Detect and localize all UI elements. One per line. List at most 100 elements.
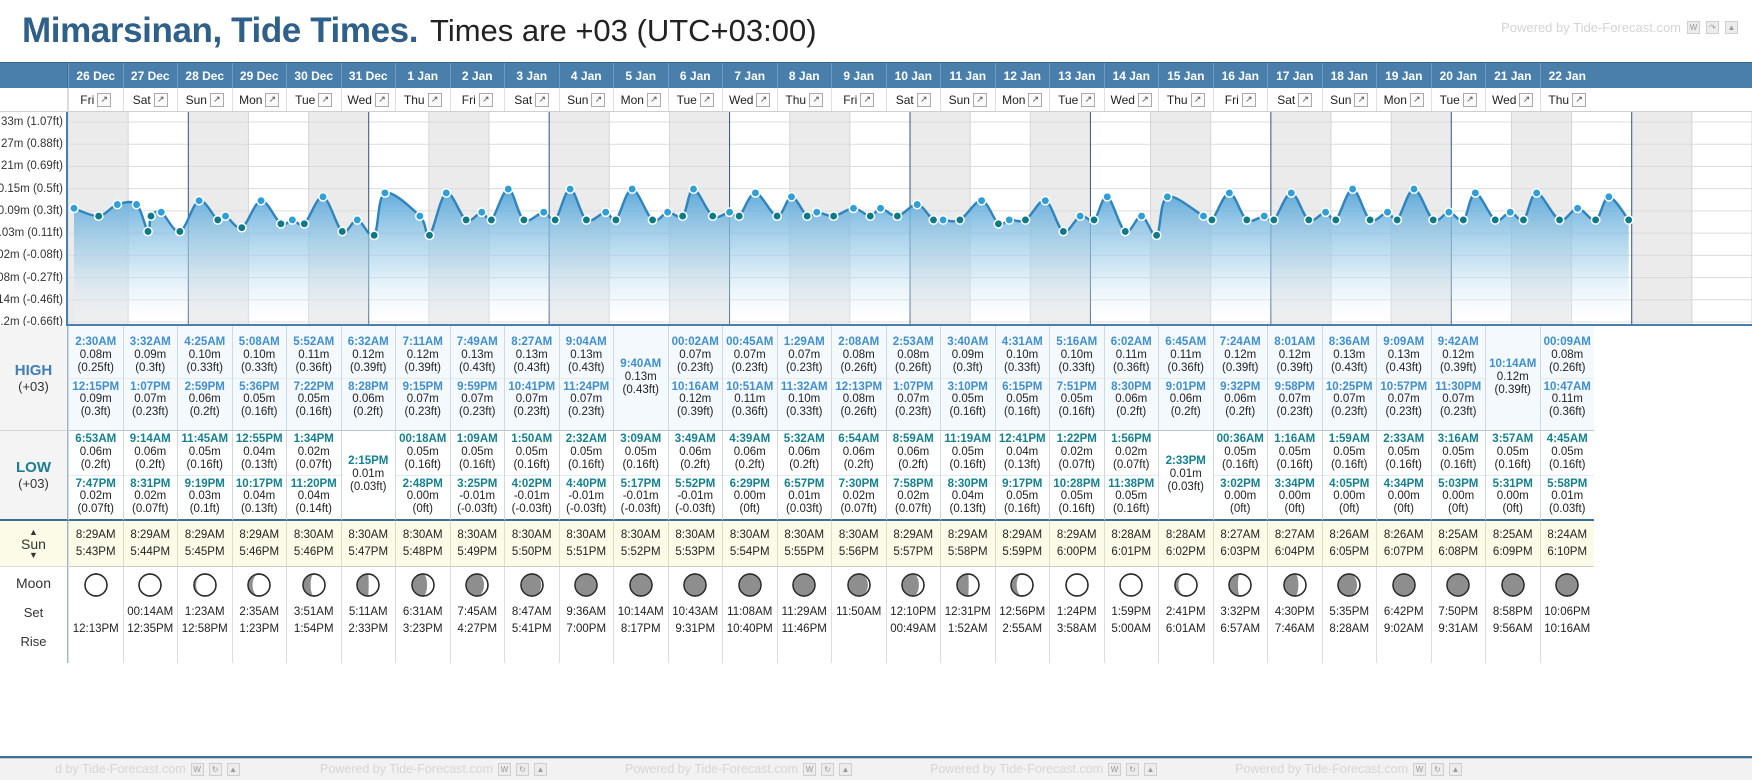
date-header-cell[interactable]: 4 Jan xyxy=(558,63,614,88)
footer-up-icon[interactable]: ▲ xyxy=(1449,762,1462,776)
expand-day-icon[interactable]: ↗ xyxy=(756,92,771,107)
expand-day-icon[interactable]: ↗ xyxy=(972,92,987,107)
date-header-cell[interactable]: 31 Dec xyxy=(340,63,396,88)
expand-day-icon[interactable]: ↗ xyxy=(1298,92,1313,107)
low-tide-event: 7:58PM 0.02m (0.07ft) xyxy=(886,474,940,520)
date-header-cell[interactable]: 16 Jan xyxy=(1212,63,1268,88)
expand-day-icon[interactable]: ↗ xyxy=(916,92,931,107)
expand-day-icon[interactable]: ↗ xyxy=(265,92,280,107)
moon-phase-icon xyxy=(629,573,653,597)
up-icon[interactable]: ▲ xyxy=(1725,21,1738,34)
tide-height-feet: (0.1ft) xyxy=(189,503,220,516)
footer-refresh-icon[interactable]: ↻ xyxy=(208,762,222,776)
expand-day-icon[interactable]: ↗ xyxy=(97,92,112,107)
sunset-time: 5:49PM xyxy=(457,545,498,558)
tide-height-metric: 0.05m xyxy=(297,393,330,406)
sun-times-cell: 8:30AM 5:46PM xyxy=(286,521,341,567)
footer-up-icon[interactable]: ▲ xyxy=(534,762,547,776)
tide-height-metric: 0.08m xyxy=(1551,348,1584,361)
expand-day-icon[interactable]: ↗ xyxy=(1137,92,1152,107)
low-tide-point xyxy=(1458,214,1469,225)
date-header-cell[interactable]: 6 Jan xyxy=(667,63,723,88)
footer-refresh-icon[interactable]: ↻ xyxy=(1126,762,1139,776)
low-tide-timezone: (+03) xyxy=(18,476,49,491)
footer-up-icon[interactable]: ▲ xyxy=(226,762,240,776)
expand-day-icon[interactable]: ↗ xyxy=(153,92,168,107)
tide-time: 9:09AM xyxy=(1383,335,1425,348)
expand-day-icon[interactable]: ↗ xyxy=(535,92,550,107)
date-header-cell[interactable]: 10 Jan xyxy=(885,63,941,88)
date-header-cell[interactable]: 17 Jan xyxy=(1267,63,1322,88)
expand-day-icon[interactable]: ↗ xyxy=(1572,92,1587,107)
date-header-cell[interactable]: 14 Jan xyxy=(1103,63,1159,88)
date-header-cell[interactable]: 15 Jan xyxy=(1158,63,1213,88)
date-header-cell[interactable]: 9 Jan xyxy=(831,63,886,88)
date-header-cell[interactable]: 5 Jan xyxy=(613,63,668,88)
sunset-time: 5:47PM xyxy=(348,545,389,558)
expand-day-icon[interactable]: ↗ xyxy=(646,92,661,107)
expand-day-icon[interactable]: ↗ xyxy=(1354,92,1369,107)
low-tide-point xyxy=(610,214,621,225)
low-tide-event: 3:09AM 0.05m (0.16ft) xyxy=(614,431,668,475)
expand-day-icon[interactable]: ↗ xyxy=(427,92,442,107)
date-header-cell[interactable]: 12 Jan xyxy=(994,63,1050,88)
tide-time: 2:33PM xyxy=(1165,455,1206,468)
expand-day-icon[interactable]: ↗ xyxy=(860,92,875,107)
expand-day-icon[interactable]: ↗ xyxy=(209,92,224,107)
date-header-cell[interactable]: 27 Dec xyxy=(122,63,178,88)
tide-time: 1:56PM xyxy=(1111,432,1152,445)
date-header-cell[interactable]: 3 Jan xyxy=(504,63,559,88)
expand-day-icon[interactable]: ↗ xyxy=(1409,92,1424,107)
expand-day-icon[interactable]: ↗ xyxy=(1028,92,1043,107)
refresh-icon[interactable]: ↷ xyxy=(1706,21,1719,34)
date-header-cell[interactable]: 30 Dec xyxy=(286,63,341,88)
date-header-cell[interactable]: 29 Dec xyxy=(231,63,287,88)
tide-height-metric: 0.12m xyxy=(1496,371,1529,384)
weekday-label: Tue xyxy=(1058,92,1079,107)
expand-day-icon[interactable]: ↗ xyxy=(478,92,493,107)
expand-day-icon[interactable]: ↗ xyxy=(1190,92,1205,107)
expand-day-icon[interactable]: ↗ xyxy=(374,92,389,107)
date-header-cell[interactable]: 8 Jan xyxy=(776,63,832,88)
expand-day-icon[interactable]: ↗ xyxy=(318,92,333,107)
footer-refresh-icon[interactable]: ↻ xyxy=(821,762,834,776)
date-header-cell[interactable]: 28 Dec xyxy=(177,63,232,88)
footer-up-icon[interactable]: ▲ xyxy=(1144,762,1157,776)
expand-day-icon[interactable]: ↗ xyxy=(809,92,824,107)
expand-day-icon[interactable]: ↗ xyxy=(1462,92,1477,107)
expand-day-icon[interactable]: ↗ xyxy=(1241,92,1256,107)
sun-cells: 8:29AM 5:43PM 8:29AM 5:44PM 8:29AM 5:45PM 8:29… xyxy=(68,521,1594,567)
date-header-cell[interactable]: 11 Jan xyxy=(940,63,995,88)
tide-height-metric: 0.02m xyxy=(134,490,167,503)
date-header-cell[interactable]: 22 Jan xyxy=(1539,63,1595,88)
footer-refresh-icon[interactable]: ↻ xyxy=(1431,762,1444,776)
tide-height-metric: 0.02m xyxy=(842,490,875,503)
date-header-cell[interactable]: 19 Jan xyxy=(1376,63,1431,88)
moonrise-time: 6:01AM xyxy=(1165,623,1206,636)
date-header-cell[interactable]: 2 Jan xyxy=(449,63,505,88)
date-header-cell[interactable]: 13 Jan xyxy=(1049,63,1104,88)
moon-phase-icon xyxy=(356,573,380,597)
date-header-cell[interactable]: 18 Jan xyxy=(1321,63,1377,88)
footer-brand: d by Tide-Forecast.com W ↻ ▲ xyxy=(55,762,240,776)
tide-time: 10:14AM xyxy=(1489,358,1537,371)
expand-day-icon[interactable]: ↗ xyxy=(1519,92,1534,107)
footer-refresh-icon[interactable]: ↻ xyxy=(516,762,529,776)
date-header-cell[interactable]: 26 Dec xyxy=(68,63,123,88)
expand-day-icon[interactable]: ↗ xyxy=(1081,92,1096,107)
expand-day-icon[interactable]: ↗ xyxy=(699,92,714,107)
tide-time: 10:41PM xyxy=(508,380,556,393)
date-header-cell[interactable]: 7 Jan xyxy=(722,63,777,88)
expand-day-icon[interactable]: ↗ xyxy=(591,92,606,107)
low-tide-column: 3:57AM 0.05m (0.16ft) 5:31PM 0.00m (0ft) xyxy=(1485,431,1540,521)
date-header-cell[interactable]: 1 Jan xyxy=(395,63,450,88)
date-header-cell[interactable]: 21 Jan xyxy=(1485,63,1540,88)
tide-height-feet: (0.33ft) xyxy=(186,361,223,374)
footer-up-icon[interactable]: ▲ xyxy=(839,762,852,776)
moon-cell: 2:41PM 6:01AM xyxy=(1158,567,1213,663)
tide-height-metric: 0.05m xyxy=(1060,393,1093,406)
tide-height-feet: (-0.03ft) xyxy=(620,503,661,516)
date-header-cell[interactable]: 20 Jan xyxy=(1430,63,1486,88)
low-tide-point xyxy=(461,214,472,225)
